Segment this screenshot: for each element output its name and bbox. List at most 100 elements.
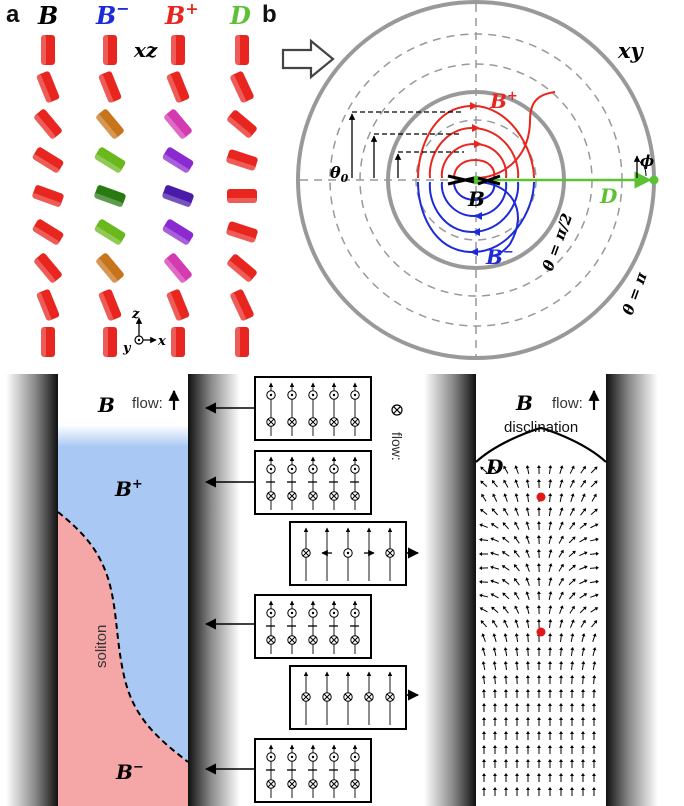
director-arrow xyxy=(569,507,575,516)
director-arrow xyxy=(570,773,574,782)
director-arrow xyxy=(490,565,499,570)
director-arrow xyxy=(568,536,576,544)
director-arrow xyxy=(493,773,497,782)
director-arrow xyxy=(481,661,486,671)
director-arrow xyxy=(525,521,530,530)
director-arrow xyxy=(581,647,586,657)
director-rod xyxy=(94,185,126,208)
defect-lower xyxy=(536,627,546,637)
director-arrow xyxy=(579,551,588,557)
phi-label: ϕ xyxy=(640,152,654,170)
panel-a-plane-label: xz xyxy=(133,38,158,62)
director-arrow xyxy=(525,507,530,517)
soliton-line xyxy=(57,511,189,763)
left-wall-outer xyxy=(6,374,58,806)
director-arrow xyxy=(514,535,520,544)
director-arrow xyxy=(502,606,509,614)
director-rods xyxy=(32,35,258,357)
director-arrow xyxy=(537,745,541,754)
director-arrow xyxy=(493,717,497,726)
director-arrow xyxy=(536,591,541,601)
director-rod xyxy=(33,109,62,140)
director-arrow xyxy=(589,537,599,542)
bplus-label: B+ xyxy=(489,89,518,113)
director-arrow xyxy=(514,675,519,685)
director-arrow xyxy=(581,633,586,642)
bminus-arrowheads xyxy=(470,212,482,256)
director-arrow xyxy=(548,787,552,796)
director-arrow xyxy=(569,522,576,530)
director-arrow xyxy=(570,787,574,796)
director-arrow xyxy=(548,661,553,671)
director-arrow xyxy=(559,787,563,796)
director-arrow xyxy=(504,717,508,726)
director-rod xyxy=(41,327,55,357)
director-arrow xyxy=(503,689,508,699)
director-arrow xyxy=(559,731,563,740)
director-arrow xyxy=(536,563,541,573)
director-field xyxy=(479,465,599,796)
director-arrow xyxy=(515,787,519,796)
right-channel: B disclination D flow: xyxy=(424,374,658,806)
director-arrow xyxy=(548,493,553,503)
director-arrow xyxy=(525,591,530,600)
director-arrow xyxy=(559,605,564,614)
director-arrow xyxy=(592,745,596,754)
director-arrow xyxy=(493,703,497,712)
director-arrow xyxy=(514,605,520,614)
soliton-label: soliton xyxy=(93,625,110,668)
director-arrow xyxy=(559,773,563,782)
director-arrow xyxy=(592,717,596,726)
director-arrow xyxy=(559,661,564,671)
director-rod xyxy=(226,149,258,171)
director-arrow xyxy=(548,759,552,768)
director-rod xyxy=(162,185,194,208)
director-arrow xyxy=(479,523,488,528)
axis-x-label: x xyxy=(157,334,166,349)
director-arrow xyxy=(504,745,508,754)
director-arrow xyxy=(525,647,530,657)
director-arrow xyxy=(515,717,519,726)
panel-b-plane-label: xy xyxy=(617,38,645,63)
director-arrow xyxy=(590,508,598,516)
director-arrow xyxy=(482,759,486,768)
director-arrow xyxy=(581,773,585,782)
director-arrow xyxy=(514,479,519,488)
director-arrow xyxy=(525,605,530,615)
director-arrow xyxy=(569,465,575,474)
director-arrow xyxy=(537,773,541,782)
director-arrow xyxy=(504,731,508,740)
director-arrow xyxy=(559,703,563,712)
director-arrow xyxy=(590,593,599,598)
director-arrow xyxy=(548,633,553,643)
director-arrow xyxy=(589,565,599,570)
disclination-line xyxy=(475,426,607,463)
director-rod xyxy=(226,110,257,139)
director-arrow xyxy=(525,661,530,671)
director-arrow xyxy=(503,675,508,685)
director-arrow xyxy=(492,619,498,628)
director-arrow xyxy=(482,717,486,726)
director-arrow xyxy=(514,493,519,503)
theta0-guides xyxy=(348,111,464,178)
director-arrow xyxy=(513,550,520,558)
director-rod xyxy=(103,35,117,65)
column-label-b: B xyxy=(37,1,58,30)
director-arrow xyxy=(580,479,586,488)
director-arrow xyxy=(548,773,552,782)
director-arrow xyxy=(548,535,553,545)
left-wall-inner xyxy=(188,374,240,806)
director-rod xyxy=(94,219,126,246)
director-arrow xyxy=(525,619,530,629)
director-arrow xyxy=(504,759,508,768)
director-arrow xyxy=(492,493,498,502)
director-arrow xyxy=(482,731,486,740)
d-label: D xyxy=(599,184,618,208)
left-channel: B B+ B− soliton flow: xyxy=(6,374,240,806)
panel-a-letter: a xyxy=(6,1,20,28)
director-arrow xyxy=(504,787,508,796)
director-arrow xyxy=(479,552,489,557)
director-rod xyxy=(163,253,192,284)
inset-box xyxy=(289,665,420,730)
